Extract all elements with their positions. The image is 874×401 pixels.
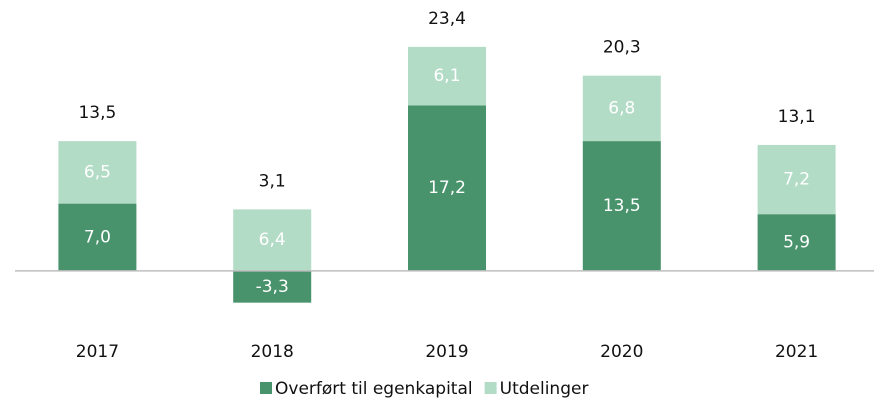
legend-label: Utdelinger [500, 379, 589, 399]
legend-label: Overført til egenkapital [275, 379, 473, 399]
legend-swatch [484, 382, 497, 394]
bar-segment [757, 144, 836, 215]
data-label: 7,2 [783, 170, 810, 190]
data-label: 6,5 [84, 162, 111, 182]
data-label: 6,4 [259, 230, 286, 250]
total-label: 23,4 [428, 9, 466, 29]
data-label: -3,3 [256, 277, 289, 297]
x-tick-label: 2020 [600, 342, 643, 362]
bar-segment [58, 203, 137, 271]
bar-segment [582, 141, 661, 271]
data-label: 17,2 [428, 178, 466, 198]
data-label: 7,0 [84, 227, 111, 247]
bar-segment [233, 270, 312, 303]
data-label: 6,8 [608, 98, 635, 118]
bar-segment [233, 209, 312, 271]
total-label: 13,5 [78, 103, 116, 123]
x-tick-label: 2017 [76, 342, 119, 362]
bar-segment [408, 46, 486, 106]
data-label: 6,1 [433, 66, 460, 86]
total-label: 13,1 [778, 107, 816, 127]
x-tick-label: 2019 [425, 342, 468, 362]
total-label: 3,1 [259, 171, 286, 191]
x-tick-label: 2018 [251, 342, 294, 362]
data-label: 13,5 [603, 196, 641, 216]
bar-segment [582, 75, 661, 142]
total-label: 20,3 [603, 38, 641, 58]
x-tick-label: 2021 [775, 342, 818, 362]
bar-segment [408, 105, 486, 271]
data-label: 5,9 [783, 233, 810, 253]
legend-swatch [260, 382, 272, 394]
bar-segment [58, 141, 137, 204]
bar-segment [757, 214, 836, 271]
